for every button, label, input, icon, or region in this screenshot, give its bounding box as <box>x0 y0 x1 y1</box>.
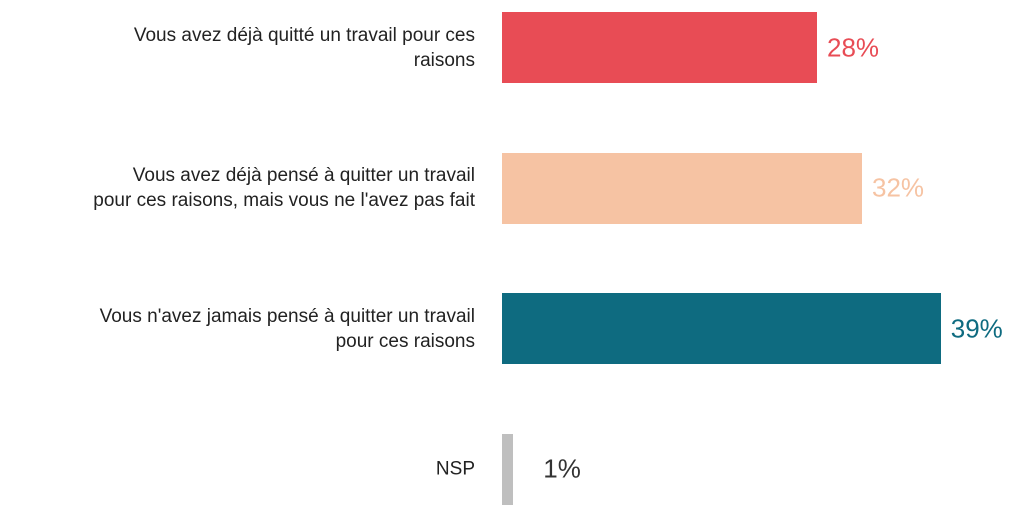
category-label: Vous avez déjà pensé à quitter un travai… <box>93 165 475 211</box>
category-label: Vous avez déjà quitté un travail pour ce… <box>133 24 475 71</box>
category-label: NSP <box>435 458 475 480</box>
bar <box>502 433 514 505</box>
value-label: 39% <box>950 313 1003 343</box>
bar <box>502 293 941 364</box>
value-label: 1% <box>543 453 581 484</box>
value-label: 28% <box>827 32 880 62</box>
bar <box>502 152 862 224</box>
value-label: 32% <box>872 172 925 203</box>
category-label: Vous n'avez jamais pensé à quitter un tr… <box>99 305 475 352</box>
bar <box>502 12 817 83</box>
